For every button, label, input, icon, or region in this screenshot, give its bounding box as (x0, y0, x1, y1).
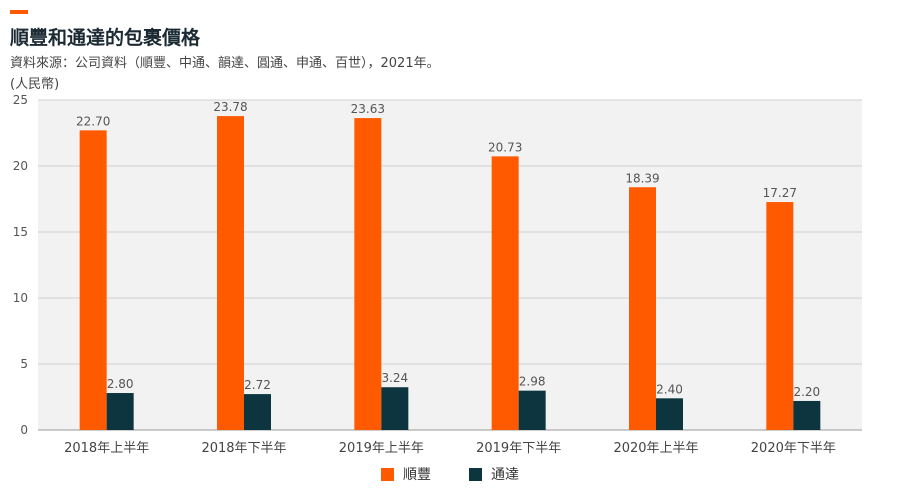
chart-source-note: 資料來源：公司資料（順豐、中通、韻達、圓通、申通、百世），2021年。 (10, 56, 440, 71)
data-label: 2.20 (793, 385, 820, 399)
y-tick-label: 15 (13, 225, 28, 239)
bar-tongda (518, 390, 546, 430)
y-tick-label: 0 (20, 423, 28, 437)
y-tick-label: 5 (20, 357, 28, 371)
data-label: 2.72 (244, 378, 271, 392)
x-tick-label: 2018年下半年 (201, 441, 286, 456)
y-axis-unit-label: (人民幣) (10, 77, 60, 92)
y-tick-label: 25 (13, 93, 28, 107)
data-label: 20.73 (488, 140, 522, 154)
title-accent-bar (10, 10, 28, 14)
data-label: 18.39 (625, 171, 659, 185)
data-label: 22.70 (76, 114, 110, 128)
x-tick-label: 2020年上半年 (613, 441, 698, 456)
x-tick-label: 2019年上半年 (339, 441, 424, 456)
data-label: 17.27 (763, 186, 797, 200)
bar-sf (354, 118, 382, 431)
bar-tongda (106, 393, 134, 430)
data-label: 3.24 (381, 371, 408, 385)
data-label: 2.40 (656, 382, 683, 396)
plot-area (38, 100, 862, 430)
bar-sf (766, 202, 794, 430)
data-label: 23.63 (351, 102, 385, 116)
bar-tongda (656, 398, 683, 430)
x-tick-label: 2020年下半年 (751, 441, 836, 456)
legend-item-tongda: 通達 (469, 464, 519, 484)
bar-sf (217, 116, 244, 430)
data-label: 23.78 (213, 100, 247, 114)
bar-sf (491, 156, 519, 430)
chart-legend: 順豐 通達 (0, 464, 900, 484)
legend-swatch-tongda (469, 467, 482, 481)
legend-label-sf: 順豐 (403, 467, 431, 483)
bar-tongda (381, 387, 409, 430)
legend-item-sf: 順豐 (381, 464, 431, 484)
bar-tongda (793, 400, 821, 430)
chart-title: 順豐和通達的包裹價格 (10, 27, 201, 49)
data-label: 2.80 (107, 377, 134, 391)
x-tick-label: 2018年上半年 (64, 441, 149, 456)
bar-tongda (244, 394, 271, 430)
y-tick-label: 20 (13, 159, 28, 173)
y-tick-label: 10 (13, 291, 28, 305)
data-label: 2.98 (519, 375, 546, 389)
x-tick-label: 2019年下半年 (476, 441, 561, 456)
legend-swatch-sf (381, 467, 394, 481)
bar-sf (79, 130, 107, 431)
bar-sf (629, 187, 656, 430)
legend-label-tongda: 通達 (491, 467, 519, 483)
